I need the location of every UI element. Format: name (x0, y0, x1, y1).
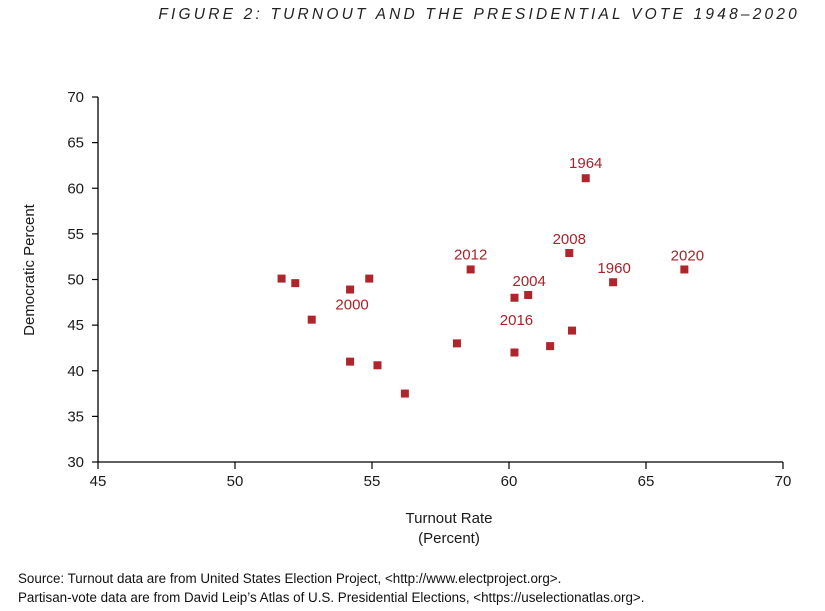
annotation-2000: 2000 (335, 297, 368, 314)
scatter-point (524, 291, 533, 300)
point-labels: 2012 2016 2004 2008 1964 1960 2020 2000 (335, 155, 704, 329)
y-tick-label: 40 (67, 363, 84, 380)
scatter-point (609, 278, 618, 287)
x-axis-subtitle: (Percent) (418, 530, 480, 547)
source-line-partisan: Partisan-vote data are from David Leip’s… (18, 590, 645, 605)
point-label-2016: 2016 (500, 312, 533, 329)
scatter-point (510, 293, 519, 302)
point-label-2012: 2012 (454, 246, 487, 263)
source-note: Source: Turnout data are from United Sta… (18, 569, 818, 607)
scatter-point (346, 285, 355, 294)
x-axis-title: Turnout Rate (406, 510, 493, 527)
y-axis: 30 35 40 45 50 55 60 65 70 (67, 89, 99, 471)
scatter-point (466, 265, 475, 274)
y-axis-title: Democratic Percent (21, 203, 38, 336)
scatter-point (546, 342, 555, 351)
scatter-point (277, 274, 286, 283)
y-tick-label: 65 (67, 135, 84, 152)
scatter-point (307, 315, 316, 324)
y-tick-label: 30 (67, 454, 84, 471)
scatter-point (565, 249, 574, 258)
x-tick-label: 55 (364, 473, 381, 490)
scatter-point (581, 174, 590, 183)
y-tick-label: 60 (67, 180, 84, 197)
figure-title: FIGURE 2: TURNOUT AND THE PRESIDENTIAL V… (158, 6, 800, 23)
scatter-point (400, 389, 409, 398)
point-label-2008: 2008 (553, 231, 586, 248)
y-tick-label: 35 (67, 408, 84, 425)
x-tick-label: 70 (775, 473, 792, 490)
scatter-chart: 30 35 40 45 50 55 60 65 70 45 50 55 60 65 70 2012 2016… (21, 89, 792, 547)
point-label-2004: 2004 (512, 273, 545, 290)
scatter-point (346, 357, 355, 366)
point-label-1964: 1964 (569, 155, 602, 172)
x-tick-label: 45 (90, 473, 107, 490)
source-line-turnout: Source: Turnout data are from United Sta… (18, 571, 562, 586)
x-axis: 45 50 55 60 65 70 (90, 461, 792, 490)
point-label-1960: 1960 (597, 260, 630, 277)
scatter-point (365, 274, 374, 283)
scatter-point (291, 279, 300, 288)
scatter-point (452, 339, 461, 348)
scatter-point (510, 348, 519, 357)
y-tick-label: 70 (67, 89, 84, 106)
scatter-point (680, 265, 689, 274)
data-points (277, 174, 689, 398)
y-tick-label: 55 (67, 226, 84, 243)
scatter-point (568, 326, 577, 335)
point-label-2020: 2020 (671, 247, 704, 264)
x-tick-label: 50 (227, 473, 244, 490)
x-tick-label: 65 (638, 473, 655, 490)
scatter-point (373, 361, 382, 370)
x-tick-label: 60 (501, 473, 518, 490)
y-tick-label: 50 (67, 272, 84, 289)
y-tick-label: 45 (67, 317, 84, 334)
